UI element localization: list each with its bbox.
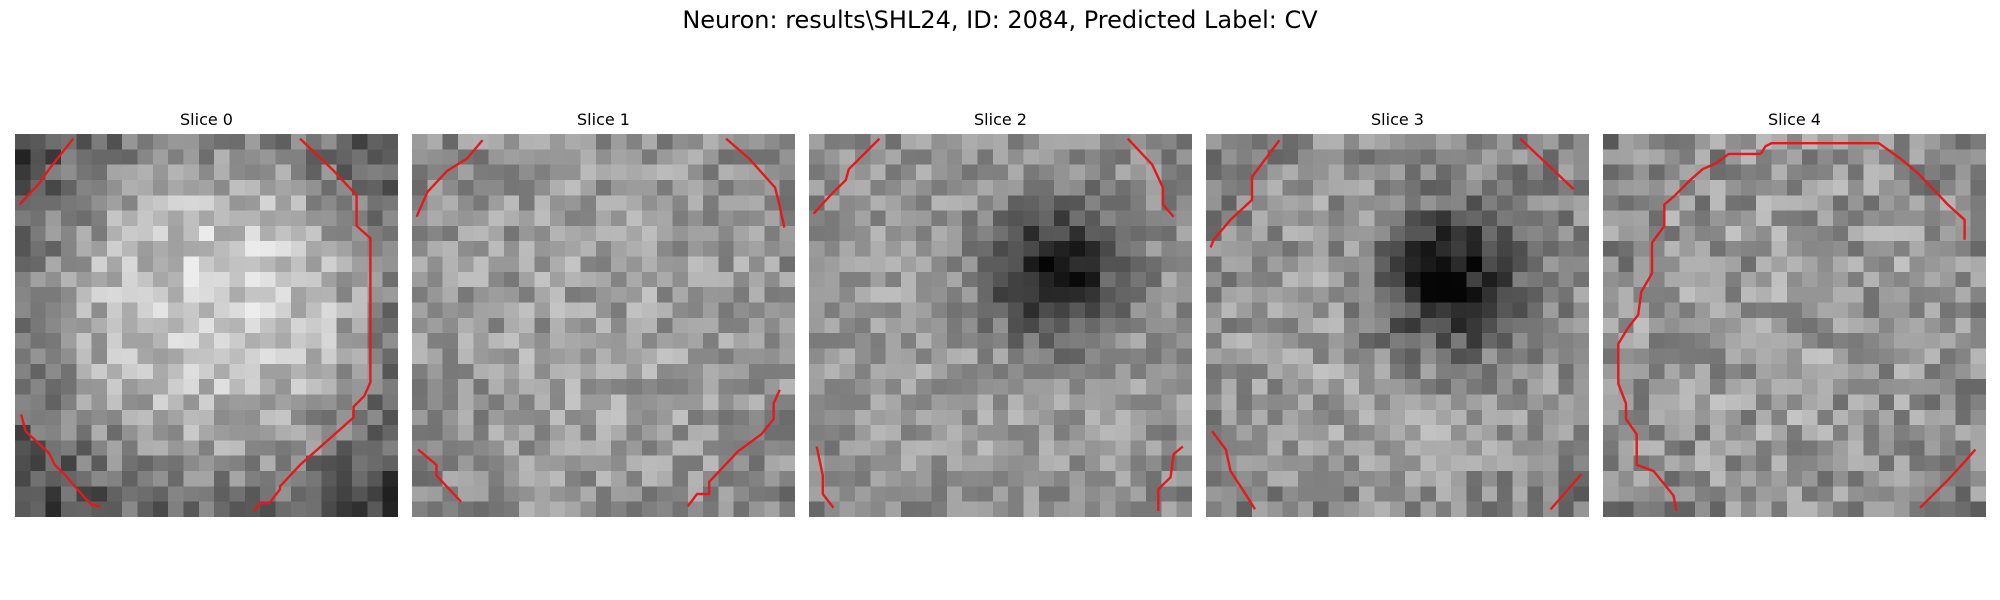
- slice-image-2: [809, 134, 1192, 517]
- slice-panel-4: Slice 4: [1603, 108, 1986, 517]
- slice-title-1: Slice 1: [577, 110, 630, 129]
- contour-overlay: [812, 137, 1184, 511]
- contour-line: [18, 137, 75, 206]
- slice-image-1: [412, 134, 795, 517]
- contour-line: [1617, 152, 1761, 512]
- contour-line: [417, 448, 462, 503]
- contour-line: [19, 414, 102, 508]
- contour-line: [1919, 448, 1977, 509]
- contour-overlay: [1209, 137, 1583, 511]
- contour-line: [1209, 139, 1281, 248]
- pixel-grid: [15, 134, 398, 517]
- slice-mosaic-1: [412, 134, 795, 517]
- contour-line: [686, 389, 781, 508]
- slice-panel-3: Slice 3: [1206, 108, 1589, 517]
- slice-title-3: Slice 3: [1371, 110, 1424, 129]
- slice-image-0: [15, 134, 398, 517]
- slice-mosaic-3: [1206, 134, 1589, 517]
- slice-title-2: Slice 2: [974, 110, 1027, 129]
- slice-panel-2: Slice 2: [809, 108, 1192, 517]
- contour-line: [1211, 430, 1257, 510]
- contour-overlay: [18, 137, 372, 512]
- slice-panel-0: Slice 0: [15, 108, 398, 517]
- slice-title-4: Slice 4: [1768, 110, 1821, 129]
- slice-title-0: Slice 0: [180, 110, 233, 129]
- pixel-grid: [809, 134, 1192, 517]
- slice-mosaic-0: [15, 134, 398, 517]
- pixel-grid: [1603, 134, 1986, 517]
- figure-title: Neuron: results\SHL24, ID: 2084, Predict…: [682, 6, 1318, 34]
- slice-panel-1: Slice 1: [412, 108, 795, 517]
- contour-line: [725, 137, 786, 228]
- contour-line: [253, 137, 372, 512]
- slice-mosaic-2: [809, 134, 1192, 517]
- contour-line: [415, 139, 484, 218]
- contour-overlay: [1617, 141, 1977, 512]
- slice-mosaic-4: [1603, 134, 1986, 517]
- contour-line: [815, 446, 835, 509]
- contour-line: [1126, 137, 1175, 218]
- contour-line: [1759, 141, 1966, 240]
- pixel-grid: [1206, 134, 1589, 517]
- contour-line: [1157, 445, 1184, 511]
- contour-line: [1549, 473, 1583, 511]
- pixel-grid: [412, 134, 795, 517]
- slice-image-4: [1603, 134, 1986, 517]
- contour-overlay: [415, 137, 786, 508]
- slice-image-3: [1206, 134, 1589, 517]
- contour-line: [1519, 137, 1575, 191]
- contour-line: [812, 137, 881, 215]
